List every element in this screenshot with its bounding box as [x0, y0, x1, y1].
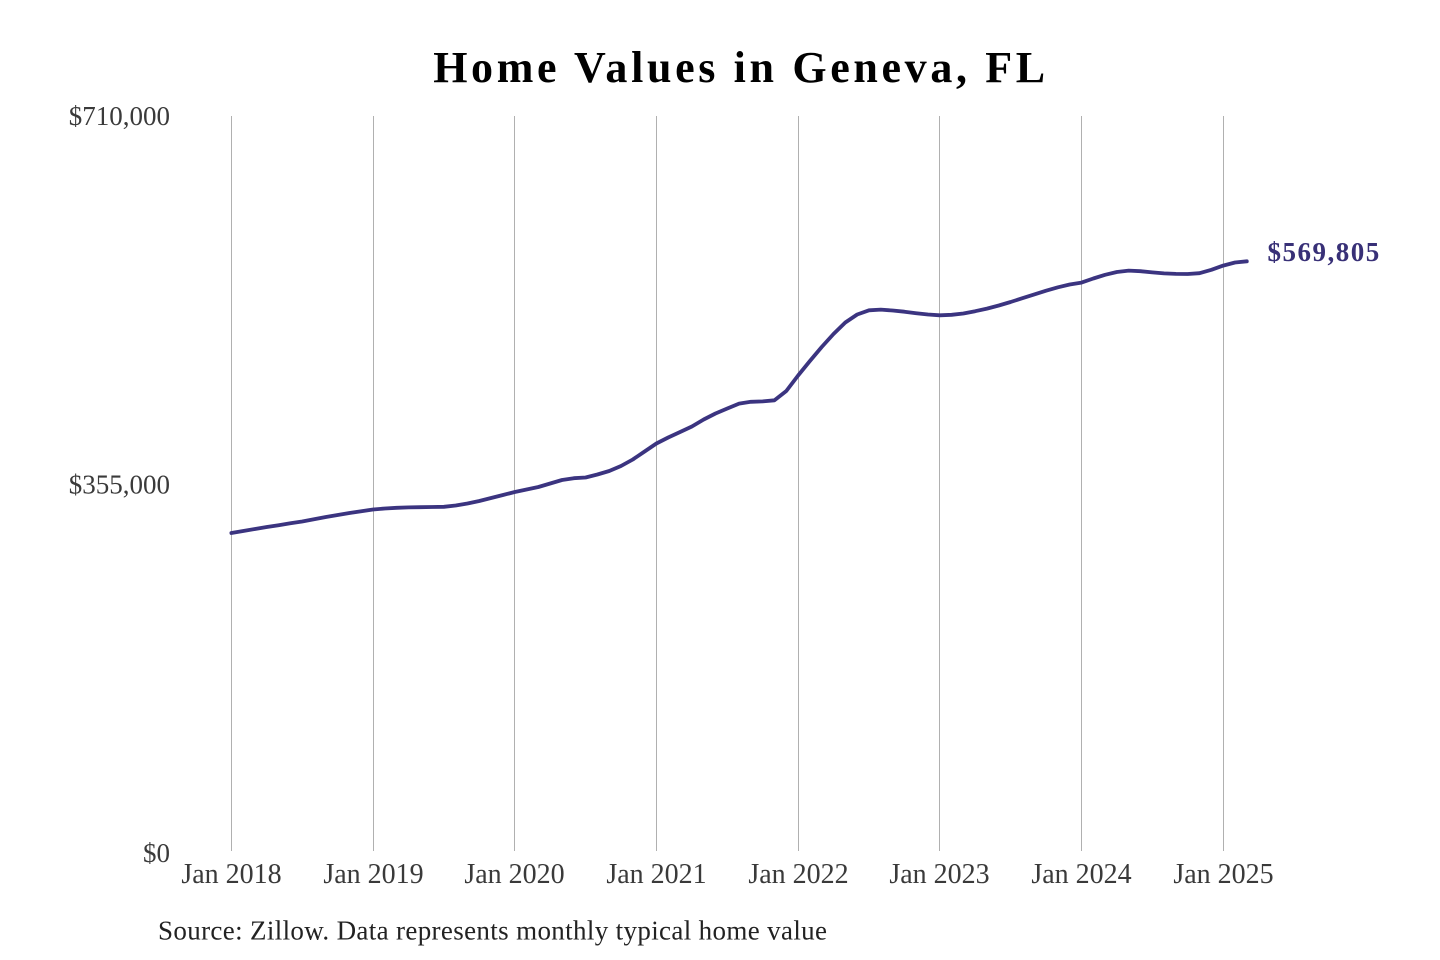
svg-text:Jan 2021: Jan 2021: [606, 859, 706, 890]
svg-text:Home Values in Geneva, FL: Home Values in Geneva, FL: [433, 43, 1049, 92]
svg-text:Jan 2022: Jan 2022: [748, 859, 848, 890]
svg-text:Jan 2024: Jan 2024: [1031, 859, 1131, 890]
svg-text:Jan 2019: Jan 2019: [323, 859, 423, 890]
svg-text:Source: Zillow. Data represent: Source: Zillow. Data represents monthly …: [158, 916, 827, 946]
svg-text:Jan 2018: Jan 2018: [181, 859, 281, 890]
svg-text:Jan 2020: Jan 2020: [464, 859, 564, 890]
svg-text:$569,805: $569,805: [1268, 237, 1381, 267]
svg-text:$0: $0: [143, 838, 170, 868]
svg-text:Jan 2023: Jan 2023: [889, 859, 989, 890]
svg-text:Jan 2025: Jan 2025: [1173, 859, 1273, 890]
svg-text:$355,000: $355,000: [69, 469, 170, 499]
svg-text:$710,000: $710,000: [69, 101, 170, 131]
